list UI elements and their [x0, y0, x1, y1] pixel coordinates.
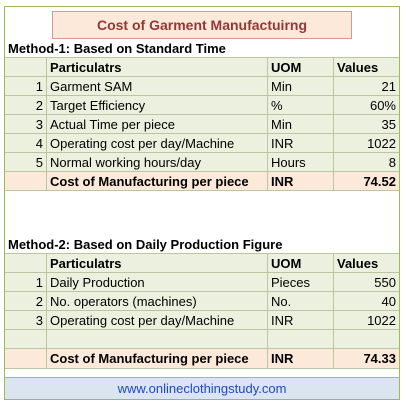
- row-uom: Min: [268, 115, 334, 133]
- method1-total-row: Cost of Manufacturing per piece INR 74.5…: [5, 172, 399, 191]
- footer-bar: www.onlineclothingstudy.com: [5, 377, 399, 399]
- table-row: 1 Daily Production Pieces 550: [5, 273, 399, 292]
- row-uom: Min: [268, 77, 334, 95]
- cost-sheet: Cost of Garment Manufactuirng Method-1: …: [4, 6, 400, 400]
- website-link[interactable]: www.onlineclothingstudy.com: [117, 381, 287, 396]
- row-label: Normal working hours/day: [47, 153, 268, 171]
- total-label: Cost of Manufacturing per piece: [47, 349, 268, 368]
- header-uom: UOM: [268, 58, 334, 76]
- row-uom: No.: [268, 292, 334, 310]
- header-values: Values: [337, 60, 379, 75]
- row-uom: INR: [268, 134, 334, 152]
- sheet-title: Cost of Garment Manufactuirng: [51, 11, 352, 39]
- method2-heading-row: Method-2: Based on Daily Production Figu…: [5, 235, 399, 254]
- row-value: 35: [381, 117, 396, 132]
- table-row: 5 Normal working hours/day Hours 8: [5, 153, 399, 172]
- row-uom: INR: [268, 311, 334, 329]
- row-number: 2: [5, 96, 47, 114]
- table-row: 2 No. operators (machines) No. 40: [5, 292, 399, 311]
- total-uom: INR: [268, 172, 334, 190]
- header-no: [5, 58, 47, 76]
- header-no: [5, 254, 47, 272]
- method1-heading: Method-1: Based on Standard Time: [8, 41, 226, 56]
- empty-cell: [334, 330, 399, 348]
- total-value: 74.52: [363, 174, 396, 189]
- table-row: 4 Operating cost per day/Machine INR 102…: [5, 134, 399, 153]
- row-number: 4: [5, 134, 47, 152]
- row-uom: Pieces: [268, 273, 334, 291]
- method2-header-row: Particulatrs UOM Values: [5, 254, 399, 273]
- row-label: No. operators (machines): [47, 292, 268, 310]
- table-row: 3 Actual Time per piece Min 35: [5, 115, 399, 134]
- header-uom: UOM: [268, 254, 334, 272]
- method1-heading-row: Method-1: Based on Standard Time: [5, 39, 399, 58]
- row-label: Actual Time per piece: [47, 115, 268, 133]
- row-uom: Hours: [268, 153, 334, 171]
- row-value: 550: [374, 275, 396, 290]
- row-value: 60%: [369, 98, 396, 113]
- row-value: 8: [388, 155, 396, 170]
- row-label: Garment SAM: [47, 77, 268, 95]
- header-values: Values: [337, 256, 379, 271]
- table-row: 3 Operating cost per day/Machine INR 102…: [5, 311, 399, 330]
- row-value: 40: [381, 294, 396, 309]
- empty-cell: [47, 330, 268, 348]
- row-number: 3: [5, 115, 47, 133]
- total-no: [5, 172, 47, 190]
- row-number: 2: [5, 292, 47, 310]
- total-value: 74.33: [363, 351, 396, 366]
- method2-heading: Method-2: Based on Daily Production Figu…: [8, 237, 283, 252]
- table-row: 1 Garment SAM Min 21: [5, 77, 399, 96]
- empty-cell: [5, 330, 47, 348]
- header-particulars: Particulatrs: [47, 58, 268, 76]
- row-value: 21: [381, 79, 396, 94]
- empty-cell: [268, 330, 334, 348]
- table-row-empty: [5, 330, 399, 349]
- total-uom: INR: [268, 349, 334, 368]
- table-row: 2 Target Efficiency % 60%: [5, 96, 399, 115]
- header-particulars: Particulatrs: [47, 254, 268, 272]
- method2-total-row: Cost of Manufacturing per piece INR 74.3…: [5, 349, 399, 369]
- row-label: Daily Production: [47, 273, 268, 291]
- row-number: 1: [5, 273, 47, 291]
- total-label: Cost of Manufacturing per piece: [47, 172, 268, 190]
- row-value: 1022: [367, 136, 396, 151]
- row-label: Operating cost per day/Machine: [47, 134, 268, 152]
- row-value: 1022: [367, 313, 396, 328]
- total-no: [5, 349, 47, 368]
- method1-header-row: Particulatrs UOM Values: [5, 58, 399, 77]
- row-label: Operating cost per day/Machine: [47, 311, 268, 329]
- row-number: 1: [5, 77, 47, 95]
- row-number: 3: [5, 311, 47, 329]
- row-label: Target Efficiency: [47, 96, 268, 114]
- title-row: Cost of Garment Manufactuirng: [5, 11, 399, 39]
- row-number: 5: [5, 153, 47, 171]
- row-uom: %: [268, 96, 334, 114]
